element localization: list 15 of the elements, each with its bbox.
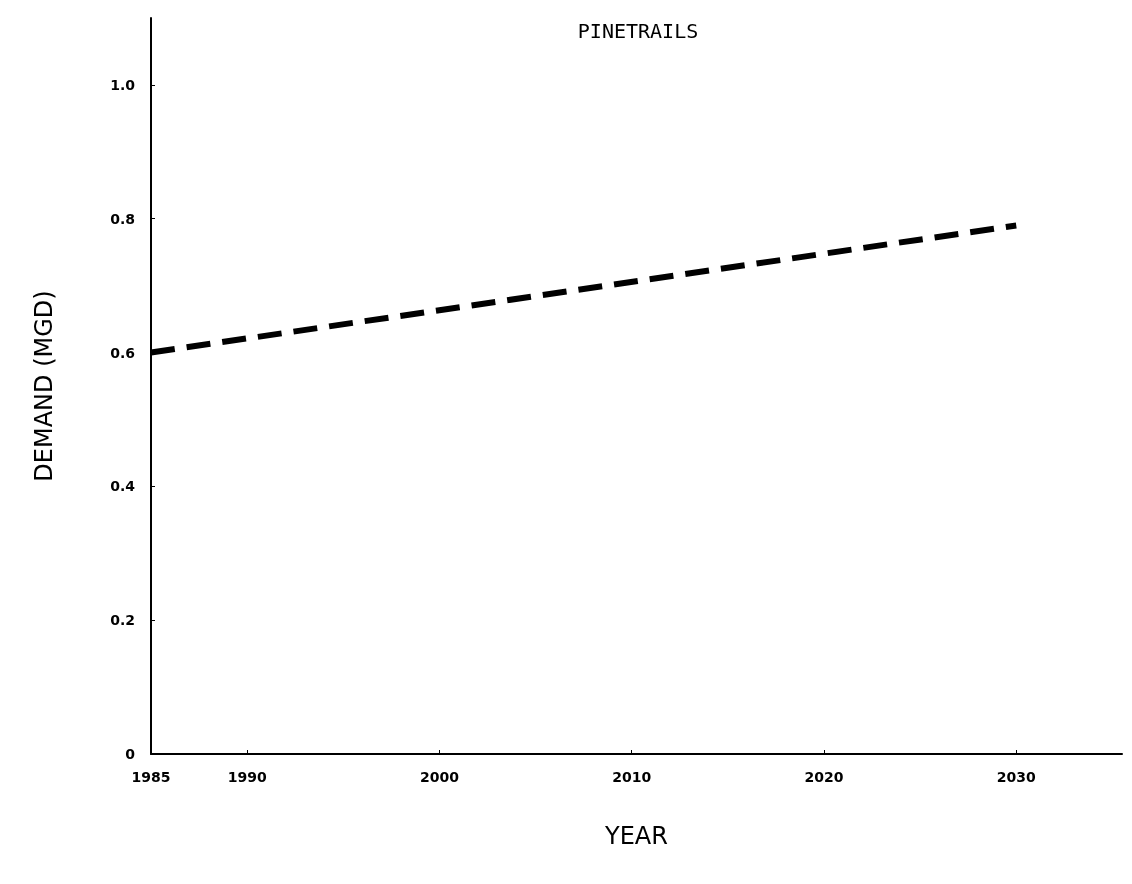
y-tick-label: 0.4 <box>110 478 136 495</box>
y-tick-label: 0.6 <box>110 344 135 361</box>
chart-title: PINETRAILS <box>577 19 699 43</box>
y-tick-label: 0.8 <box>110 210 135 227</box>
x-tick-label: 2030 <box>996 769 1036 785</box>
x-tick-label: 1985 <box>131 769 171 785</box>
y-axis-title: DEMAND (MGD) <box>30 290 58 482</box>
x-tick-label: 1990 <box>227 769 267 785</box>
x-tick-label: 2000 <box>419 769 460 785</box>
y-tick-label: 0 <box>125 746 136 762</box>
y-tick-label: 0.2 <box>110 612 135 629</box>
x-tick-label: 2010 <box>612 769 652 785</box>
x-axis-title: YEAR <box>604 822 668 850</box>
x-tick-label: 2020 <box>804 769 844 785</box>
y-tick-label: 1.0 <box>110 76 136 93</box>
